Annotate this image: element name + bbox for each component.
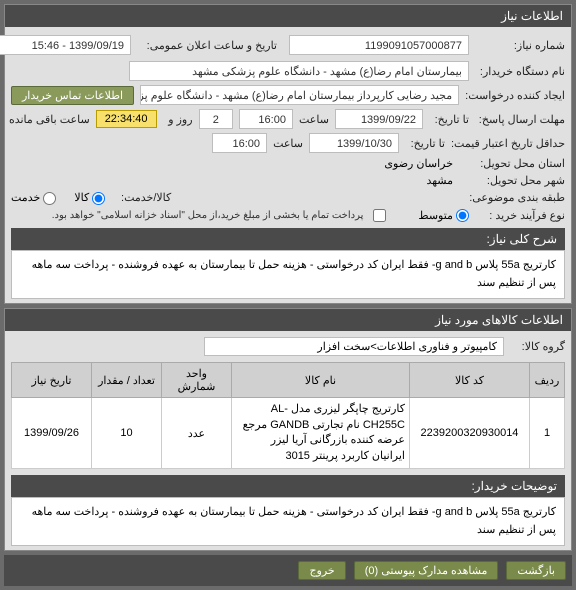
need-no-value: 1199091057000877 xyxy=(289,35,469,55)
items-panel: اطلاعات کالاهای مورد نیاز گروه کالا: کام… xyxy=(4,308,572,551)
process-type-radio-label[interactable]: متوسط xyxy=(418,209,469,223)
public-date-value: 1399/09/19 - 15:46 xyxy=(0,35,131,55)
group-value: کامپیوتر و فناوری اطلاعات>سخت افزار xyxy=(204,337,504,356)
treasury-checkbox[interactable] xyxy=(373,209,386,222)
goods-service-label: کالا/خدمت: xyxy=(111,191,171,204)
need-info-panel: اطلاعات نیاز شماره نیاز: 119909105700087… xyxy=(4,4,572,304)
col-name: نام کالا xyxy=(232,363,410,398)
goods-radio[interactable] xyxy=(92,192,105,205)
back-button[interactable]: بازگشت xyxy=(506,561,566,580)
items-body: گروه کالا: کامپیوتر و فناوری اطلاعات>سخت… xyxy=(5,331,571,550)
remaining-unit: ساعت باقی مانده xyxy=(11,113,90,126)
deadline-label: مهلت ارسال پاسخ: xyxy=(475,113,565,126)
creator-label: ایجاد کننده درخواست: xyxy=(465,89,565,102)
service-radio-label[interactable]: خدمت xyxy=(11,191,56,205)
cell-row: 1 xyxy=(530,398,565,469)
process-type-radio[interactable] xyxy=(456,209,469,222)
public-date-label: تاریخ و ساعت اعلان عمومی: xyxy=(137,39,277,52)
process-type-label: نوع فرآیند خرید : xyxy=(475,209,565,222)
creator-value: مجید رضایی کارپرداز بیمارستان امام رضا(ع… xyxy=(140,85,459,105)
goods-radio-label[interactable]: کالا xyxy=(74,191,105,205)
exit-button[interactable]: خروج xyxy=(298,561,345,580)
buyer-notes-text: کارتریج 55a پلاس g and b- فقط ایران کد د… xyxy=(11,497,565,546)
cell-qty: 10 xyxy=(92,398,162,469)
days-remaining: 2 xyxy=(199,109,233,129)
hour-label-1: ساعت xyxy=(299,113,329,126)
category-label: طبقه بندی موضوعی: xyxy=(469,191,565,204)
col-qty: تعداد / مقدار xyxy=(92,363,162,398)
col-row: ردیف xyxy=(530,363,565,398)
col-date: تاریخ نیاز xyxy=(12,363,92,398)
goods-service-radio-group: کالا خدمت xyxy=(11,191,105,205)
items-table: ردیف کد کالا نام کالا واحد شمارش تعداد /… xyxy=(11,362,565,469)
cell-code: 2239200320930014 xyxy=(410,398,530,469)
days-unit: روز و xyxy=(163,113,193,126)
city-label: شهر محل تحویل: xyxy=(475,174,565,187)
payment-note: پرداخت تمام یا بخشی از مبلغ خرید،از محل … xyxy=(52,210,364,221)
col-unit: واحد شمارش xyxy=(162,363,232,398)
buyer-notes-header: توضیحات خریدار: xyxy=(11,475,565,497)
min-valid-label: حداقل تاریخ اعتبار قیمت: xyxy=(451,137,565,150)
deadline-time: 16:00 xyxy=(239,109,293,129)
until-label: تا تاریخ: xyxy=(429,113,469,126)
summary-text: کارتریج 55a پلاس g and b- فقط ایران کد د… xyxy=(11,250,565,299)
org-name-label: نام دستگاه خریدار: xyxy=(475,65,565,78)
col-code: کد کالا xyxy=(410,363,530,398)
cell-name: کارتریج چاپگر لیزری مدل AL-CH255C نام تج… xyxy=(232,398,410,469)
province-label: استان محل تحویل: xyxy=(475,157,565,170)
footer-bar: بازگشت مشاهده مدارک پیوستی (0) خروج xyxy=(4,555,572,586)
city-value: مشهد xyxy=(426,174,453,187)
attachments-button[interactable]: مشاهده مدارک پیوستی (0) xyxy=(354,561,499,580)
hour-label-2: ساعت xyxy=(273,137,303,150)
province-value: خراسان رضوی xyxy=(384,157,453,170)
group-label: گروه کالا: xyxy=(510,340,565,353)
min-valid-date: 1399/10/30 xyxy=(309,133,399,153)
cell-unit: عدد xyxy=(162,398,232,469)
contact-buyer-button[interactable]: اطلاعات تماس خریدار xyxy=(11,86,134,105)
until-label-2: تا تاریخ: xyxy=(405,137,445,150)
org-name-value: بیمارستان امام رضا(ع) مشهد - دانشگاه علو… xyxy=(129,61,469,81)
table-row[interactable]: 1 2239200320930014 کارتریج چاپگر لیزری م… xyxy=(12,398,565,469)
need-no-label: شماره نیاز: xyxy=(475,39,565,52)
min-valid-time: 16:00 xyxy=(212,133,267,153)
service-radio[interactable] xyxy=(43,192,56,205)
items-header: اطلاعات کالاهای مورد نیاز xyxy=(5,309,571,331)
deadline-date: 1399/09/22 xyxy=(335,109,423,129)
need-info-header: اطلاعات نیاز xyxy=(5,5,571,27)
cell-date: 1399/09/26 xyxy=(12,398,92,469)
countdown-timer: 22:34:40 xyxy=(96,110,157,128)
summary-header: شرح کلی نیاز: xyxy=(11,228,565,250)
need-info-body: شماره نیاز: 1199091057000877 تاریخ و ساع… xyxy=(5,27,571,303)
